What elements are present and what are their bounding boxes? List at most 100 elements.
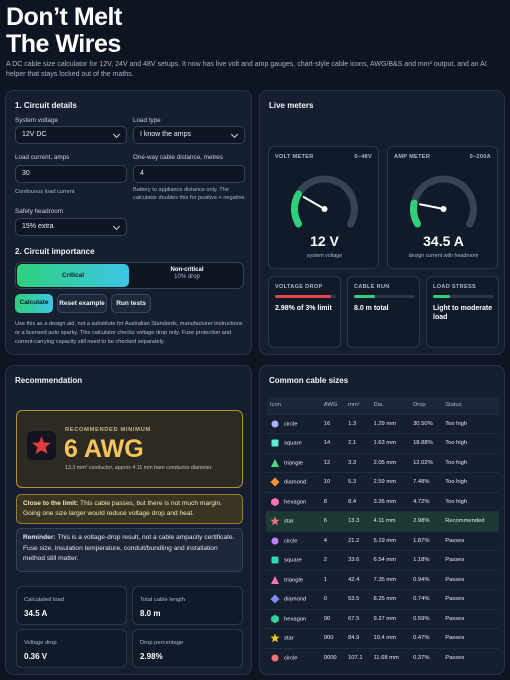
shape xyxy=(271,556,279,564)
gauge-needle xyxy=(418,203,445,210)
table-cell: 14 xyxy=(319,433,345,453)
recommend-box: RECOMMENDED MINIMUM 6 AWG 13.3 mm² condu… xyxy=(16,410,243,488)
card-value: Light to moderate load xyxy=(433,305,493,321)
cell-text: Passes xyxy=(445,537,465,544)
cell-text: square xyxy=(284,557,302,564)
table-cell: 11.68 mm xyxy=(369,647,410,668)
progress-fill xyxy=(433,295,451,298)
shape-icon xyxy=(270,516,280,526)
table-cell: 18.88% xyxy=(409,433,442,453)
toggle-option[interactable]: Non-critical 10% drop xyxy=(131,267,243,280)
stat-label: Total cable length xyxy=(140,597,186,603)
table-cell: 0.94% xyxy=(409,569,442,590)
warning: Close to the limit: This cable passes, b… xyxy=(16,494,243,524)
table-row: circle 16 1.3 1.29 mm 30.50% Too high xyxy=(266,413,499,434)
table-cell: 2 xyxy=(319,550,345,570)
input[interactable]: 4 xyxy=(133,165,245,183)
heading: 2. Circuit importance xyxy=(15,247,95,256)
stat-card: VOLTAGE DROP 2.98% of 3% limit xyxy=(268,276,341,348)
table-cell: Recommended xyxy=(441,511,499,531)
gauge xyxy=(410,175,477,228)
cell-text: 11.68 mm xyxy=(373,655,399,661)
table-cell: 7.35 mm xyxy=(369,569,410,590)
shape xyxy=(271,439,279,447)
table-cell: Passes xyxy=(441,550,499,570)
cell-text: circle xyxy=(284,421,298,428)
table-cell: star xyxy=(266,511,320,531)
select[interactable]: 15% extra xyxy=(15,218,127,236)
shape xyxy=(271,575,279,584)
table-cell: 13.3 xyxy=(344,511,370,531)
table-cell: circle xyxy=(266,413,320,434)
badge xyxy=(27,431,56,460)
shape xyxy=(270,594,280,604)
stat-card: CABLE RUN 8.0 m total xyxy=(347,276,420,348)
cell-text: 00 xyxy=(323,615,331,622)
table-cell: Passes xyxy=(441,608,499,629)
table-cell: Too high xyxy=(441,472,499,492)
meters-panel: Live meters VOLT METER 0–48V 12 V system vo… xyxy=(259,90,505,355)
button[interactable]: Calculate xyxy=(15,294,53,313)
table-cell: 107.1 xyxy=(344,647,370,668)
card-title: VOLTAGE DROP xyxy=(275,284,323,290)
title-line: Don’t Melt xyxy=(6,3,122,31)
progress-fill xyxy=(354,295,376,298)
column-header: Status xyxy=(441,397,499,414)
gauge-caption: design current with headroom xyxy=(408,253,479,259)
table-row: square 14 2.1 1.63 mm 18.88% Too high xyxy=(266,433,499,453)
cell-text: 1.63 mm xyxy=(373,440,397,447)
shape xyxy=(271,654,279,662)
cell-text: 5.3 xyxy=(348,479,357,486)
cell-text: 21.2 xyxy=(348,537,360,544)
table-cell: 0.74% xyxy=(409,589,442,609)
shape xyxy=(270,633,280,643)
table-cell: circle xyxy=(266,647,320,668)
cell-text: 5.19 mm xyxy=(373,537,397,544)
card-value: 8.0 m total xyxy=(354,305,389,312)
recommendation-panel: Recommendation RECOMMENDED MINIMUM 6 AWG… xyxy=(5,365,252,675)
gauge-value: 34.5 A xyxy=(423,233,464,249)
stat-label: Voltage drop xyxy=(24,640,57,646)
progress-fill xyxy=(275,295,332,298)
table-cell: hexagon xyxy=(266,608,320,629)
gauge-fill xyxy=(291,190,303,228)
table-cell: 3.3 xyxy=(344,452,370,473)
shape xyxy=(271,614,279,623)
gauge-track xyxy=(291,175,358,228)
cell-text: 8 xyxy=(323,498,327,505)
cell-text: Recommended xyxy=(445,518,485,525)
table-row: square 2 33.6 6.54 mm 1.18% Passes xyxy=(266,550,499,570)
input[interactable]: 30 xyxy=(15,165,127,183)
table-cell: square xyxy=(266,433,320,453)
table-cell: 000 xyxy=(319,628,345,648)
table-cell: 1.63 mm xyxy=(369,433,410,453)
cell-text: 33.6 xyxy=(348,557,360,564)
toggle-option[interactable]: Critical xyxy=(17,264,129,287)
cell-text: 0000 xyxy=(323,655,337,661)
table-cell: 0000 xyxy=(319,647,345,668)
cell-text: 0 xyxy=(323,596,327,603)
table-cell: 1.29 mm xyxy=(369,413,410,434)
cell-text: 4.72% xyxy=(413,498,430,505)
cell-text: triangle xyxy=(284,577,304,584)
cell-text: 14 xyxy=(323,440,331,447)
shape xyxy=(270,477,280,487)
cell-text: 4 xyxy=(323,537,327,544)
column-header: Icon xyxy=(266,397,320,414)
button[interactable]: Run tests xyxy=(111,294,151,313)
cell-text: 2.1 xyxy=(348,440,357,447)
warning-lead: Close to the limit: xyxy=(23,500,79,507)
select[interactable]: 12V DC xyxy=(15,126,127,144)
button[interactable]: Reset example xyxy=(57,294,107,313)
heading: Live meters xyxy=(269,101,314,110)
cell-text: Passes xyxy=(445,596,465,603)
column-header: mm² xyxy=(344,397,370,414)
cell-text: 107.1 xyxy=(348,655,363,661)
column-header: AWG xyxy=(319,397,345,414)
shape xyxy=(271,537,279,545)
select[interactable]: I know the amps xyxy=(133,126,245,144)
star-icon xyxy=(32,436,51,454)
progress-track xyxy=(275,295,336,298)
gauge-needle xyxy=(302,196,326,210)
